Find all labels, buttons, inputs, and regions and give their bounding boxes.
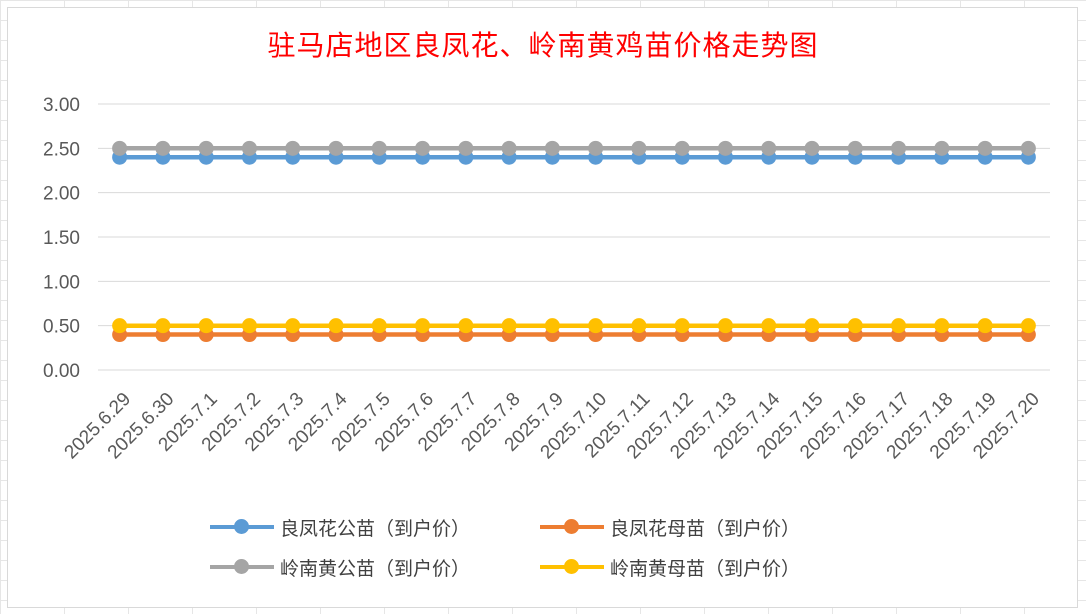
data-point xyxy=(891,318,907,334)
legend: 良凤花公苗（到户价） 良凤花母苗（到户价） 岭南黄公苗（到户价） 岭南黄母苗（到户价） xyxy=(210,512,910,582)
chart-area[interactable] xyxy=(7,7,1078,608)
data-point xyxy=(588,140,604,156)
legend-swatch xyxy=(540,517,604,537)
y-tick-label: 1.00 xyxy=(43,272,80,293)
data-point xyxy=(241,318,257,334)
data-point xyxy=(631,140,647,156)
legend-swatch xyxy=(210,557,274,577)
chart-title: 驻马店地区良凤花、岭南黄鸡苗价格走势图 xyxy=(267,29,819,62)
legend-label: 良凤花母苗（到户价） xyxy=(610,517,801,540)
y-tick-label: 1.50 xyxy=(43,228,80,249)
data-point xyxy=(328,318,344,334)
data-point xyxy=(977,140,993,156)
data-point xyxy=(631,318,647,334)
data-point xyxy=(761,318,777,334)
data-point xyxy=(544,140,560,156)
data-point xyxy=(717,318,733,334)
data-point xyxy=(804,140,820,156)
data-point xyxy=(415,318,431,334)
data-point xyxy=(674,318,690,334)
data-point xyxy=(544,318,560,334)
data-point xyxy=(328,140,344,156)
data-point xyxy=(458,318,474,334)
data-point xyxy=(371,140,387,156)
y-tick-label: 3.00 xyxy=(43,95,80,116)
data-point xyxy=(977,318,993,334)
data-point xyxy=(285,318,301,334)
legend-swatch xyxy=(540,557,604,577)
data-point xyxy=(415,140,431,156)
legend-label: 良凤花公苗（到户价） xyxy=(280,517,471,540)
data-point xyxy=(934,318,950,334)
data-point xyxy=(155,318,171,334)
y-tick-label: 2.50 xyxy=(43,139,80,160)
data-point xyxy=(1020,318,1036,334)
legend-label: 岭南黄公苗（到户价） xyxy=(280,557,471,580)
data-point xyxy=(804,318,820,334)
data-point xyxy=(371,318,387,334)
data-point xyxy=(112,140,128,156)
legend-item: 良凤花母苗（到户价） xyxy=(540,512,870,542)
data-point xyxy=(761,140,777,156)
data-point xyxy=(717,140,733,156)
data-point xyxy=(1020,140,1036,156)
legend-item: 岭南黄公苗（到户价） xyxy=(210,552,540,582)
data-point xyxy=(458,140,474,156)
data-point xyxy=(112,318,128,334)
data-point xyxy=(198,140,214,156)
legend-label: 岭南黄母苗（到户价） xyxy=(610,557,801,580)
y-tick-label: 2.00 xyxy=(43,184,80,205)
data-point xyxy=(501,140,517,156)
data-point xyxy=(847,318,863,334)
legend-swatch xyxy=(210,517,274,537)
legend-item: 岭南黄母苗（到户价） xyxy=(540,552,870,582)
data-point xyxy=(198,318,214,334)
data-point xyxy=(285,140,301,156)
y-tick-label: 0.00 xyxy=(43,361,80,382)
data-point xyxy=(847,140,863,156)
data-point xyxy=(241,140,257,156)
data-point xyxy=(588,318,604,334)
data-point xyxy=(674,140,690,156)
legend-item: 良凤花公苗（到户价） xyxy=(210,512,540,542)
data-point xyxy=(891,140,907,156)
data-point xyxy=(934,140,950,156)
data-point xyxy=(501,318,517,334)
y-tick-label: 0.50 xyxy=(43,317,80,338)
data-point xyxy=(155,140,171,156)
